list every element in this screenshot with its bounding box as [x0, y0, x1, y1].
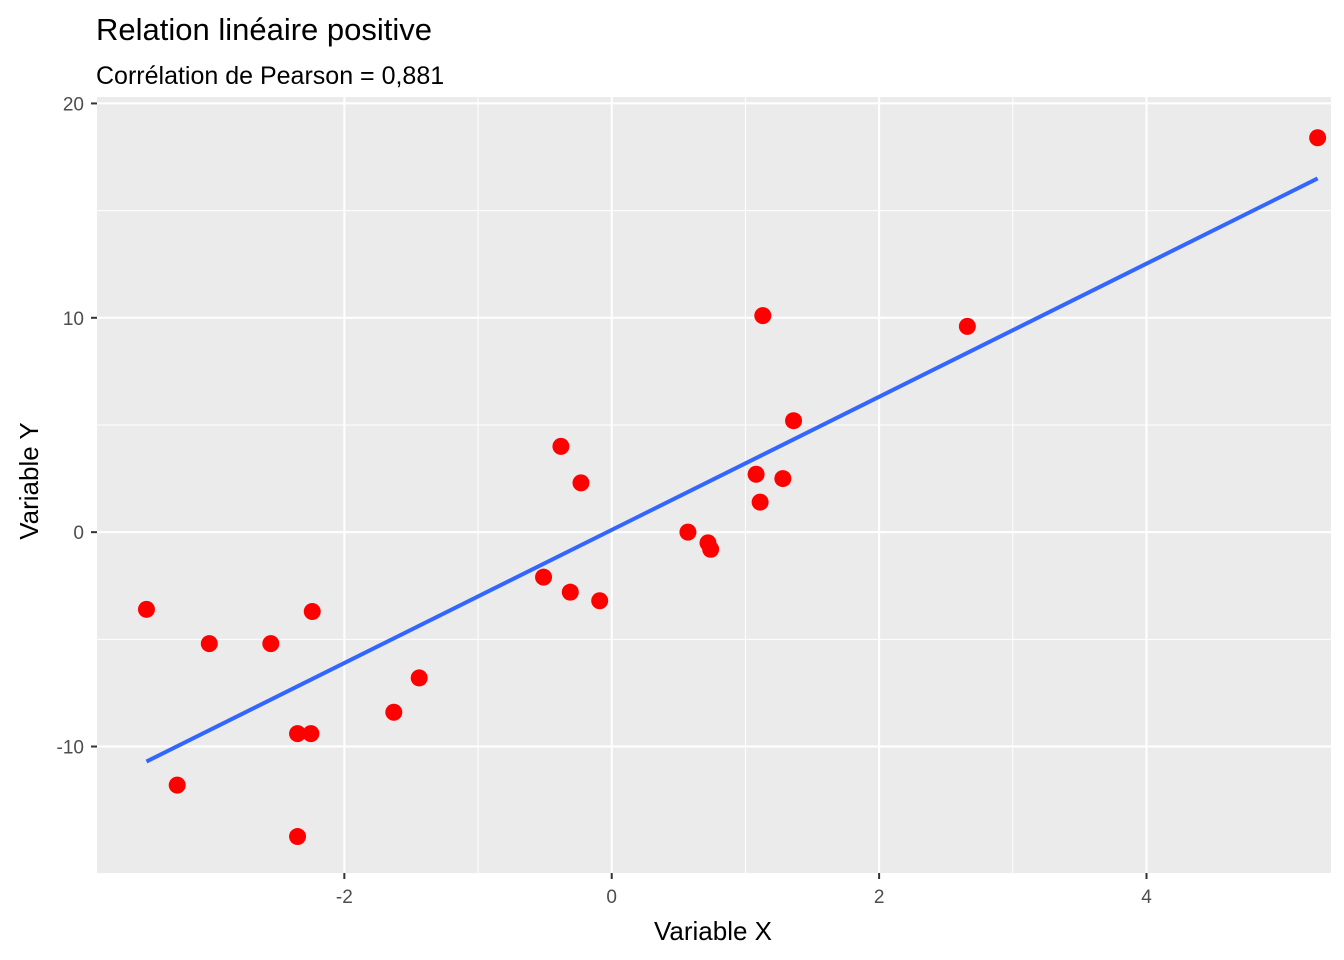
y-tick-label: 20	[63, 94, 84, 115]
x-tick-label: 4	[1141, 887, 1152, 908]
axis-tick-labels: -2 0 2 4 -10 0 10 20	[57, 94, 1153, 908]
data-point	[679, 523, 697, 541]
regression-line	[145, 176, 1319, 764]
y-axis-title: Variable Y	[14, 422, 44, 540]
data-point	[552, 437, 570, 455]
data-point	[137, 600, 155, 618]
data-point	[385, 703, 403, 721]
data-point	[262, 635, 280, 653]
data-point	[289, 725, 307, 743]
data-point	[200, 635, 218, 653]
data-point	[754, 307, 772, 325]
data-points	[137, 129, 1327, 846]
x-tick-label: 2	[874, 887, 885, 908]
y-tick-label: 10	[63, 309, 84, 330]
data-point	[1309, 129, 1327, 147]
data-point	[535, 568, 553, 586]
data-point	[751, 493, 769, 511]
data-point	[168, 776, 186, 794]
data-point	[303, 602, 321, 620]
plot-panel	[97, 97, 1331, 873]
data-point	[747, 465, 765, 483]
minor-gridlines	[97, 97, 1331, 873]
x-axis-title: Variable X	[654, 916, 772, 946]
data-point	[572, 474, 590, 492]
major-gridlines	[97, 97, 1331, 873]
chart-subtitle: Corrélation de Pearson = 0,881	[96, 62, 444, 90]
axis-ticks	[91, 102, 1148, 879]
y-tick-label: -10	[57, 738, 84, 759]
chart-title: Relation linéaire positive	[96, 12, 432, 47]
x-tick-label: -2	[336, 887, 353, 908]
data-point	[302, 725, 320, 743]
x-tick-label: 0	[606, 887, 617, 908]
y-tick-label: 0	[73, 523, 84, 544]
data-point	[591, 592, 609, 610]
data-point	[410, 669, 428, 687]
data-point	[785, 412, 803, 430]
data-point	[774, 470, 792, 488]
data-point	[958, 317, 976, 335]
data-point	[702, 540, 720, 558]
data-point	[561, 583, 579, 601]
data-point	[289, 828, 307, 846]
